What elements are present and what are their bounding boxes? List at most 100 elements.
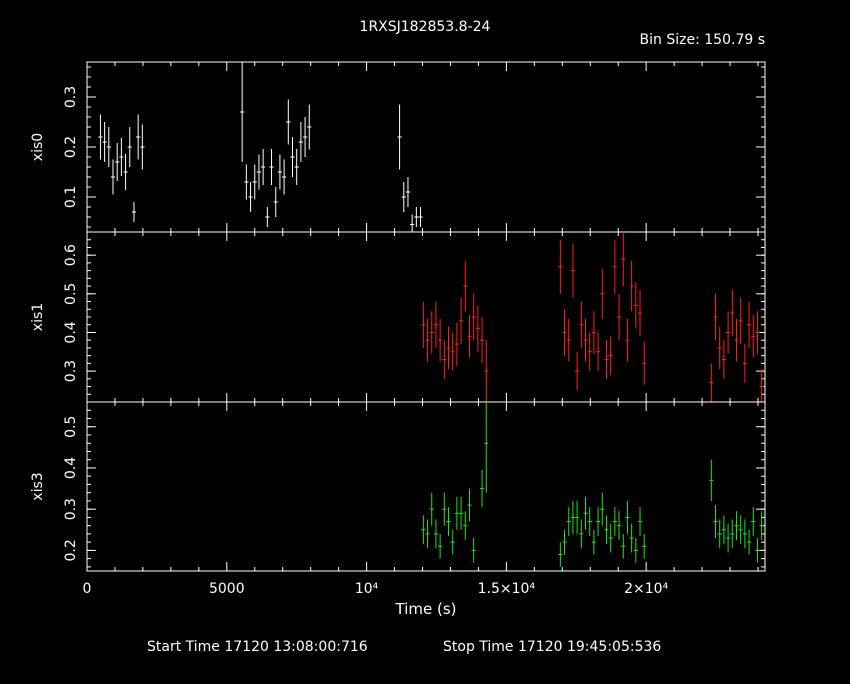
data-point (290, 137, 295, 177)
data-point (713, 505, 718, 539)
data-point (558, 542, 563, 567)
panel-xis3: 0.2 0.3 0.4 0.5 0 5000 10⁴ 1.5×10⁴ 2×10⁴ xis3 Time… (30, 401, 766, 618)
footer-stop-time: Stop Time 17120 19:45:05:536 (443, 639, 661, 655)
data-point (612, 507, 617, 536)
data-point (446, 507, 451, 536)
data-point (277, 154, 283, 190)
data-point (562, 309, 567, 356)
data-point (410, 214, 415, 232)
data-point (759, 511, 764, 541)
data-point (458, 297, 464, 345)
data-point (467, 488, 472, 522)
panels: 0.10.20.3xis00.30.40.50.6xis10.20.30.40.… (30, 61, 766, 618)
data-point (717, 519, 722, 549)
data-point (405, 177, 411, 207)
data-point (484, 402, 489, 493)
data-point (273, 187, 278, 217)
data-point (558, 239, 563, 294)
data-point (442, 492, 447, 526)
x-tick-label: 5000 (209, 581, 245, 597)
panel-frame (86, 231, 766, 403)
data-point (467, 315, 472, 358)
data-point (256, 154, 262, 190)
x-tick-label: 2×10⁴ (624, 581, 668, 597)
data-point (418, 207, 423, 227)
data-point (140, 124, 145, 170)
data-point (479, 470, 485, 508)
data-point (746, 301, 752, 348)
data-point (484, 340, 489, 402)
data-point (471, 293, 476, 341)
data-point (730, 289, 735, 337)
data-point (454, 496, 459, 530)
data-point (446, 326, 451, 370)
y-axis-label: xis3 (30, 472, 46, 500)
data-point (746, 529, 752, 555)
data-point (730, 519, 735, 549)
x-tick-label: 0 (83, 581, 92, 597)
data-point (713, 293, 718, 341)
y-tick-label: 0.6 (63, 244, 79, 266)
data-point (131, 202, 137, 222)
data-point (458, 496, 464, 530)
data-point (595, 332, 601, 372)
data-point (629, 523, 634, 553)
data-point (450, 529, 455, 555)
data-point (755, 311, 760, 354)
data-point (421, 515, 426, 545)
data-point (612, 239, 617, 294)
y-tick-label: 0.4 (63, 457, 79, 479)
data-point (286, 99, 291, 145)
data-point (302, 117, 308, 157)
data-point (759, 369, 764, 402)
data-point (401, 182, 406, 212)
data-point (642, 533, 647, 559)
data-point (725, 523, 731, 553)
data-point (269, 149, 274, 185)
data-point (600, 492, 605, 526)
data-point (429, 492, 434, 526)
data-point (562, 529, 567, 555)
data-point (755, 538, 760, 563)
data-point (591, 529, 596, 555)
y-axis-label: xis1 (30, 303, 46, 331)
data-point (717, 326, 722, 370)
y-tick-label: 0.5 (63, 416, 79, 438)
data-point (475, 305, 480, 352)
y-tick-label: 0.4 (63, 321, 79, 343)
data-point (252, 164, 257, 200)
data-point (587, 332, 592, 372)
data-point (471, 538, 476, 563)
data-point (123, 154, 128, 190)
y-tick-label: 0.2 (63, 539, 79, 561)
data-point (621, 533, 626, 559)
data-point (608, 523, 613, 553)
data-point (442, 340, 447, 379)
data-point (587, 507, 592, 536)
x-tick-label: 10⁴ (355, 581, 379, 597)
data-point (570, 500, 576, 534)
data-point (102, 122, 107, 162)
data-point (136, 114, 141, 160)
data-point (600, 268, 605, 319)
panel-xis1: 0.3 0.4 0.5 0.6 xis1 (30, 231, 766, 403)
y-tick-label: 0.1 (63, 186, 79, 208)
data-point (625, 500, 630, 534)
data-point (106, 127, 111, 167)
data-point (583, 318, 588, 362)
data-point (438, 533, 443, 559)
y-tick-label: 0.3 (63, 498, 79, 520)
data-point (625, 318, 630, 362)
y-axis-label: xis0 (30, 133, 46, 161)
data-point (579, 301, 584, 348)
data-point (616, 293, 622, 341)
y-tick-label: 0.3 (63, 360, 79, 382)
y-tick-label: 0.3 (63, 86, 79, 108)
data-point (463, 260, 468, 312)
data-point (595, 507, 601, 536)
data-point (642, 342, 647, 385)
data-point (433, 301, 439, 348)
data-point (454, 322, 459, 366)
data-point (725, 311, 731, 354)
data-point (633, 538, 638, 563)
